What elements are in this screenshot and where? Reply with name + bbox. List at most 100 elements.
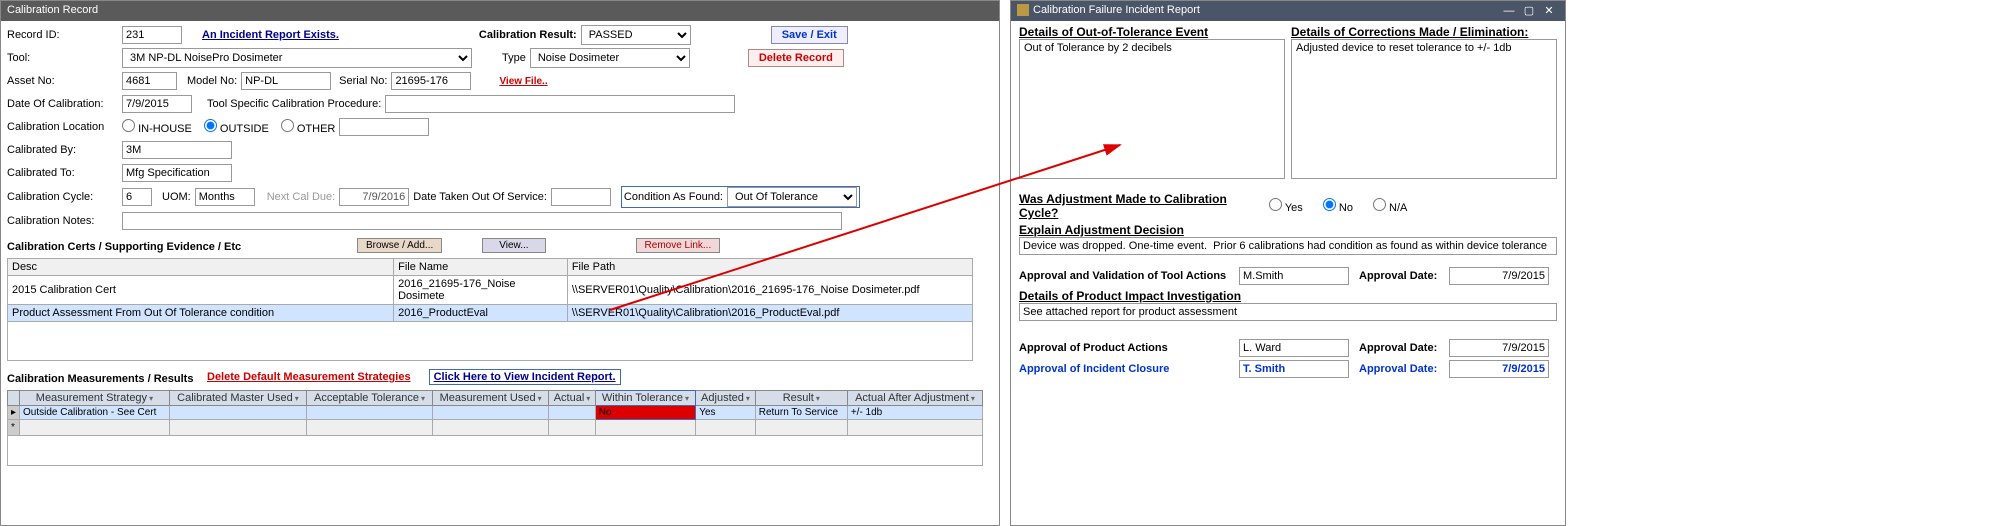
- row-indicator-icon: ▸: [8, 406, 20, 420]
- appr-prod-label: Approval of Product Actions: [1019, 342, 1239, 354]
- appr-date3-input[interactable]: [1449, 360, 1549, 378]
- impact-input[interactable]: [1019, 303, 1557, 321]
- loc-inhouse-radio[interactable]: IN-HOUSE: [122, 119, 192, 135]
- new-row-icon: *: [8, 420, 20, 436]
- appr-closure-label: Approval of Incident Closure: [1019, 363, 1239, 375]
- corr-textarea[interactable]: [1291, 39, 1557, 179]
- asset-label: Asset No:: [7, 75, 122, 87]
- meas-col-master: Calibrated Master Used▾: [169, 391, 306, 406]
- row-selector-header: [8, 391, 20, 406]
- browse-button[interactable]: Browse / Add...: [357, 238, 442, 253]
- minimize-button[interactable]: —: [1499, 5, 1519, 17]
- files-table: Desc File Name File Path 2015 Calibratio…: [7, 258, 973, 322]
- incident-report-window: Calibration Failure Incident Report —▢✕ …: [1010, 0, 1566, 526]
- model-label: Model No:: [187, 75, 237, 87]
- uom-label: UOM:: [162, 191, 191, 203]
- meas-col-used: Measurement Used▾: [432, 391, 548, 406]
- cond-found-select[interactable]: Out Of Tolerance: [727, 187, 857, 207]
- model-input[interactable]: [241, 72, 331, 90]
- record-id-label: Record ID:: [7, 29, 122, 41]
- appr-date3-label: Approval Date:: [1359, 363, 1449, 375]
- files-col-desc: Desc: [8, 259, 394, 276]
- meas-header: Calibration Measurements / Results: [7, 373, 207, 385]
- view-incident-link[interactable]: Click Here to View Incident Report.: [429, 369, 621, 385]
- cal-by-label: Calibrated By:: [7, 144, 122, 156]
- tool-proc-label: Tool Specific Calibration Procedure:: [207, 98, 381, 110]
- close-button[interactable]: ✕: [1539, 4, 1559, 17]
- notes-input[interactable]: [122, 212, 842, 230]
- calibration-record-window: Calibration Record Record ID: An Inciden…: [0, 0, 1000, 526]
- next-due-input: [339, 188, 409, 206]
- uom-input[interactable]: [195, 188, 255, 206]
- tool-label: Tool:: [7, 52, 122, 64]
- loc-other-radio[interactable]: OTHER: [281, 119, 336, 135]
- impact-header: Details of Product Impact Investigation: [1019, 289, 1557, 303]
- appr-tool-input[interactable]: [1239, 267, 1349, 285]
- appr-date2-label: Approval Date:: [1359, 342, 1449, 354]
- meas-col-after: Actual After Adjustment▾: [847, 391, 982, 406]
- explain-header: Explain Adjustment Decision: [1019, 223, 1557, 237]
- file-row[interactable]: 2015 Calibration Cert 2016_21695-176_Noi…: [8, 276, 973, 305]
- appr-date1-input[interactable]: [1449, 267, 1549, 285]
- meas-row[interactable]: ▸ Outside Calibration - See Cert No Yes …: [8, 406, 983, 420]
- meas-col-within: Within Tolerance▾: [595, 391, 695, 406]
- appr-prod-input[interactable]: [1239, 339, 1349, 357]
- cal-result-label: Calibration Result:: [479, 29, 577, 41]
- notes-label: Calibration Notes:: [7, 215, 122, 227]
- appr-date2-input[interactable]: [1449, 339, 1549, 357]
- type-select[interactable]: Noise Dosimeter: [530, 48, 690, 68]
- taken-out-label: Date Taken Out Of Service:: [413, 191, 547, 203]
- incident-exists-link[interactable]: An Incident Report Exists.: [202, 29, 339, 41]
- save-exit-button[interactable]: Save / Exit: [771, 26, 848, 44]
- window-icon: [1017, 4, 1029, 16]
- adj-na-radio[interactable]: N/A: [1373, 198, 1407, 214]
- view-button[interactable]: View...: [482, 238, 545, 253]
- date-cal-label: Date Of Calibration:: [7, 98, 122, 110]
- adj-question: Was Adjustment Made to Calibration Cycle…: [1019, 192, 1269, 220]
- appr-closure-input[interactable]: [1239, 360, 1349, 378]
- next-due-label: Next Cal Due:: [267, 191, 335, 203]
- cal-by-input[interactable]: [122, 141, 232, 159]
- tool-select[interactable]: 3M NP-DL NoisePro Dosimeter: [122, 48, 472, 68]
- cond-found-label: Condition As Found:: [624, 191, 723, 203]
- appr-tool-label: Approval and Validation of Tool Actions: [1019, 270, 1239, 282]
- remove-link-button[interactable]: Remove Link...: [636, 238, 721, 253]
- files-col-path: File Path: [567, 259, 972, 276]
- delete-strategies-link[interactable]: Delete Default Measurement Strategies: [207, 371, 411, 383]
- record-id-input[interactable]: [122, 26, 182, 44]
- meas-col-adjusted: Adjusted▾: [696, 391, 756, 406]
- maximize-button[interactable]: ▢: [1519, 4, 1539, 17]
- right-title: Calibration Failure Incident Report: [1033, 4, 1200, 16]
- measurements-table: Measurement Strategy▾ Calibrated Master …: [7, 390, 983, 466]
- cal-loc-label: Calibration Location: [7, 121, 122, 133]
- meas-col-result: Result▾: [755, 391, 847, 406]
- view-file-link[interactable]: View File..: [499, 76, 547, 87]
- appr-date1-label: Approval Date:: [1359, 270, 1449, 282]
- meas-col-actual: Actual▾: [549, 391, 596, 406]
- cal-to-input[interactable]: [122, 164, 232, 182]
- cal-result-select[interactable]: PASSED: [581, 25, 691, 45]
- serial-input[interactable]: [391, 72, 471, 90]
- loc-outside-radio[interactable]: OUTSIDE: [204, 119, 269, 135]
- file-row[interactable]: Product Assessment From Out Of Tolerance…: [8, 305, 973, 322]
- files-col-name: File Name: [394, 259, 568, 276]
- cal-cycle-input[interactable]: [122, 188, 152, 206]
- tool-proc-input[interactable]: [385, 95, 735, 113]
- oot-textarea[interactable]: [1019, 39, 1285, 179]
- explain-input[interactable]: [1019, 237, 1557, 255]
- cal-to-label: Calibrated To:: [7, 167, 122, 179]
- asset-input[interactable]: [122, 72, 177, 90]
- left-titlebar: Calibration Record: [1, 1, 999, 21]
- taken-out-input[interactable]: [551, 188, 611, 206]
- date-cal-input[interactable]: [122, 95, 192, 113]
- left-title: Calibration Record: [7, 4, 98, 16]
- cal-cycle-label: Calibration Cycle:: [7, 191, 122, 203]
- delete-record-button[interactable]: Delete Record: [748, 49, 844, 67]
- meas-col-strategy: Measurement Strategy▾: [20, 391, 170, 406]
- new-row[interactable]: *: [8, 420, 983, 436]
- adj-no-radio[interactable]: No: [1323, 198, 1353, 214]
- loc-other-input[interactable]: [339, 118, 429, 136]
- type-label: Type: [502, 52, 526, 64]
- adj-yes-radio[interactable]: Yes: [1269, 198, 1303, 214]
- certs-header: Calibration Certs / Supporting Evidence …: [7, 241, 357, 253]
